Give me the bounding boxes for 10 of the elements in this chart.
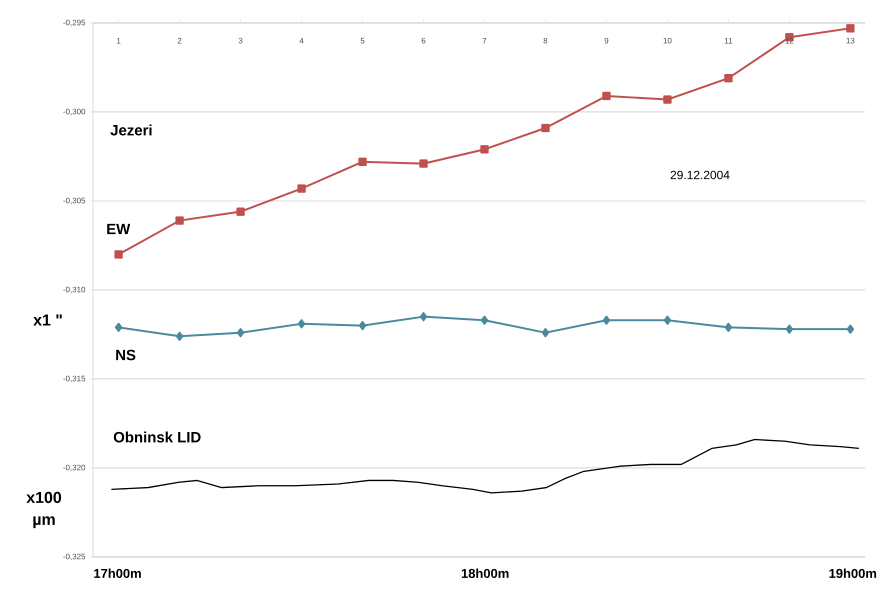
series-label: NS	[116, 350, 136, 360]
x-tick-label: 19h00m	[829, 568, 876, 578]
series-label: EW	[107, 224, 130, 234]
x-tick-label: 17h00m	[94, 568, 141, 578]
x-tick-label: 18h00m	[462, 568, 508, 578]
text: x100 µm	[26, 492, 62, 528]
text: x1 "	[33, 314, 62, 326]
text: Obninsk LID	[114, 432, 201, 442]
annotation: Jezeri	[110, 124, 152, 136]
annotation: 29.12.2004	[670, 170, 730, 180]
